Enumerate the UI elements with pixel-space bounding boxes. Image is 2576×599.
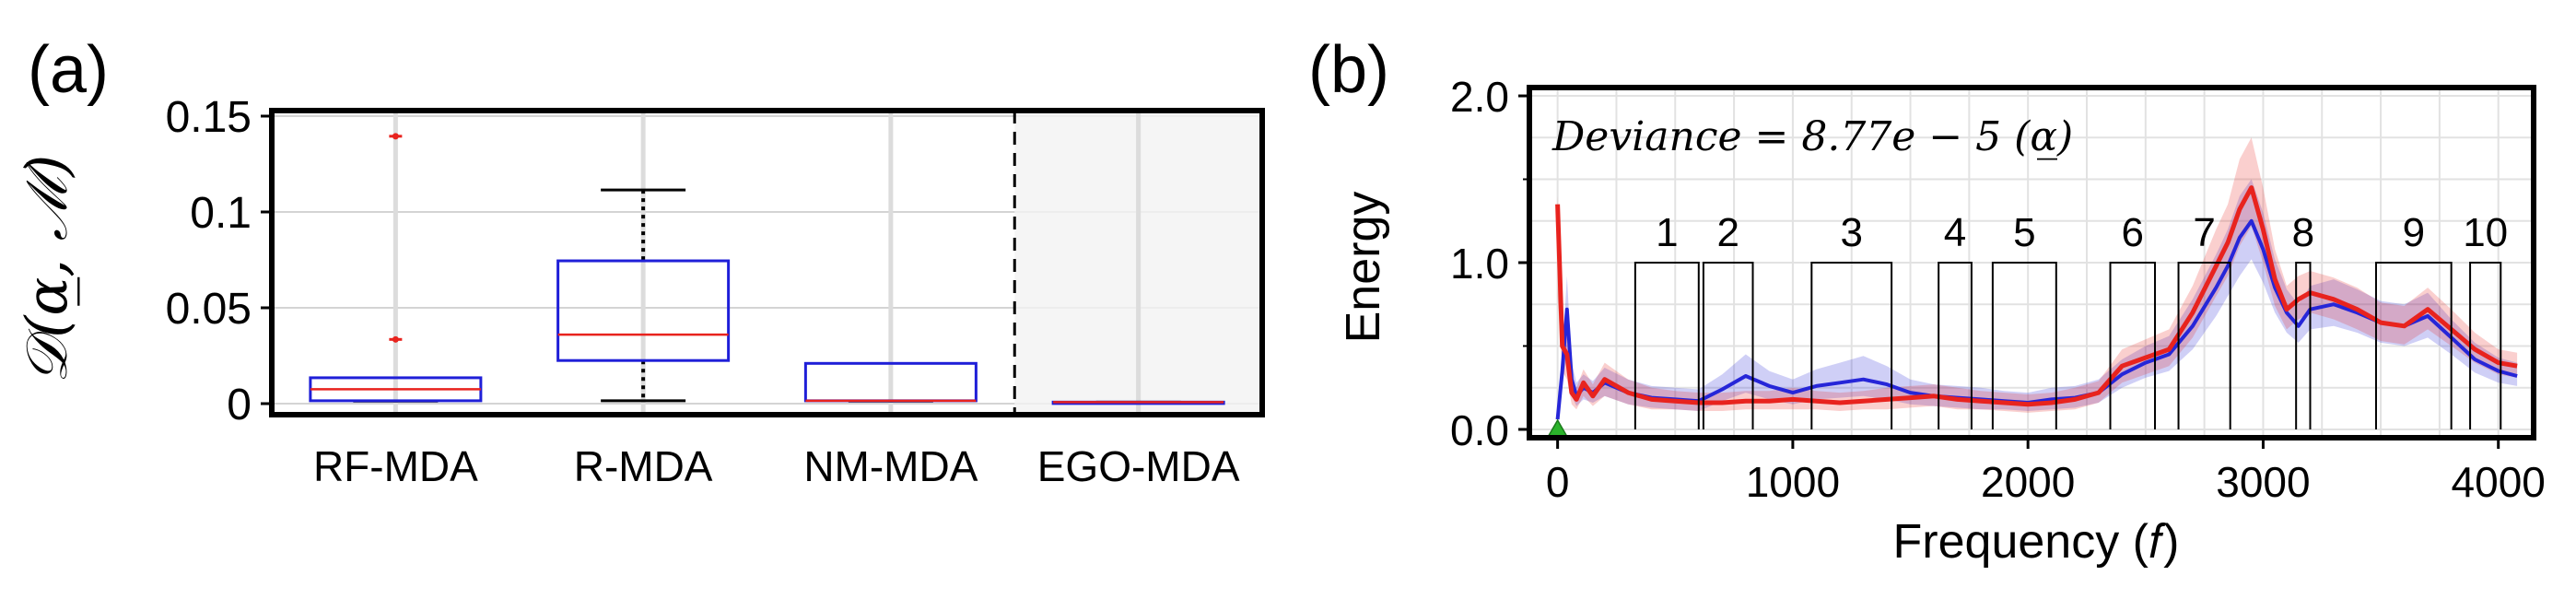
- band-8: 8: [2292, 210, 2314, 429]
- panel-a-highlight-region: [1013, 111, 1264, 415]
- b-xtick-label-4: 4000: [2452, 458, 2546, 506]
- band-rect: [2469, 262, 2502, 429]
- band-label: 2: [1716, 210, 1739, 255]
- b-ytick-label-0: 0.0: [1450, 406, 1509, 454]
- band-rect: [1702, 262, 1754, 429]
- panel-b-frame: [1527, 85, 2536, 440]
- box-iqr: [556, 259, 731, 362]
- a-xtick-label-3: EGO-MDA: [1037, 442, 1240, 490]
- panel-a-boxes: [309, 133, 1225, 405]
- band-rect: [1633, 262, 1700, 429]
- band-rect: [2374, 262, 2453, 429]
- a-ytick-label-0: 0: [227, 381, 252, 429]
- a-xtick-label-0: RF-MDA: [313, 442, 478, 490]
- b-xtick-label-1: 1000: [1746, 458, 1840, 506]
- panel-b-xlabel: Frequency (𝑓): [1893, 515, 2180, 569]
- b-xtick-label-0: 0: [1546, 458, 1570, 506]
- band-rect: [2295, 262, 2312, 429]
- band-label: 6: [2122, 210, 2144, 255]
- band-label: 7: [2193, 210, 2215, 255]
- b-ytick-label-1: 1.0: [1450, 240, 1509, 288]
- band-label: 5: [2013, 210, 2035, 255]
- panel-b-y-ticks: 0.0 1.0 2.0: [1450, 73, 1529, 454]
- band-3: 3: [1810, 210, 1893, 429]
- band-9: 9: [2374, 210, 2453, 429]
- band-5: 5: [1991, 210, 2057, 429]
- band-rect: [1810, 262, 1893, 429]
- panel-b-annotation: Deviance = 8.77e − 5 (α̲): [1551, 113, 2073, 160]
- a-ytick-label-3: 0.15: [166, 93, 252, 142]
- box-ego-mda: [1051, 400, 1225, 405]
- panel-a-frame: [269, 108, 1265, 417]
- panel-a-x-ticks: RF-MDA R-MDA NM-MDA EGO-MDA: [313, 442, 1240, 490]
- a-ytick-label-1: 0.05: [166, 285, 252, 334]
- band-7: 7: [2177, 210, 2231, 429]
- band-1: 1: [1633, 210, 1700, 429]
- band-rect: [1938, 262, 1973, 429]
- panel-a-y-ticks: 0 0.05 0.1 0.15: [166, 93, 272, 429]
- a-xtick-label-1: R-MDA: [574, 442, 713, 490]
- box-rf-mda: [309, 133, 483, 403]
- box-outlier-dot-0: [392, 335, 399, 343]
- panel-b-frequency-bands: 1 2 3 4 5 6 7 8 9 10: [1633, 210, 2508, 429]
- band-label: 8: [2292, 210, 2314, 255]
- a-xtick-label-2: NM-MDA: [803, 442, 978, 490]
- band-10: 10: [2463, 210, 2508, 429]
- band-label: 1: [1656, 210, 1678, 255]
- band-6: 6: [2109, 210, 2157, 429]
- panel-b-x-ticks: 0 1000 2000 3000 4000: [1546, 438, 2546, 506]
- band-label: 9: [2403, 210, 2425, 255]
- panel-a-ylabel: 𝒟(α̲, ℳ): [13, 155, 80, 384]
- a-ytick-label-2: 0.1: [190, 189, 252, 238]
- panel-b-line-chart: (b) Energy Frequency (𝑓) 1 2 3 4 5 6 7 8 9 10 0.0…: [1308, 33, 2546, 569]
- panel-b-label: (b): [1308, 33, 1389, 107]
- band-label: 3: [1840, 210, 1862, 255]
- panel-a-grid: [272, 111, 1262, 415]
- band-label: 10: [2463, 210, 2508, 255]
- box-r-mda: [556, 188, 731, 403]
- band-4: 4: [1938, 210, 1973, 429]
- panel-a-box-chart: (a) 𝒟(α̲, ℳ) 0 0.05 0.1 0.15 RF-MDA R-MDA NM-…: [13, 33, 1265, 490]
- b-ytick-label-2: 2.0: [1450, 73, 1509, 121]
- panel-b-ylabel: Energy: [1337, 192, 1390, 344]
- b-xtick-label-3: 3000: [2216, 458, 2310, 506]
- box-outlier-dot-1: [392, 133, 399, 140]
- panel-a-label: (a): [28, 33, 109, 107]
- band-2: 2: [1702, 210, 1754, 429]
- box-nm-mda: [803, 361, 978, 403]
- band-rect: [1991, 262, 2057, 429]
- band-label: 4: [1944, 210, 1966, 255]
- b-xtick-label-2: 2000: [1981, 458, 2075, 506]
- band-rect: [2109, 262, 2157, 429]
- band-rect: [2177, 262, 2231, 429]
